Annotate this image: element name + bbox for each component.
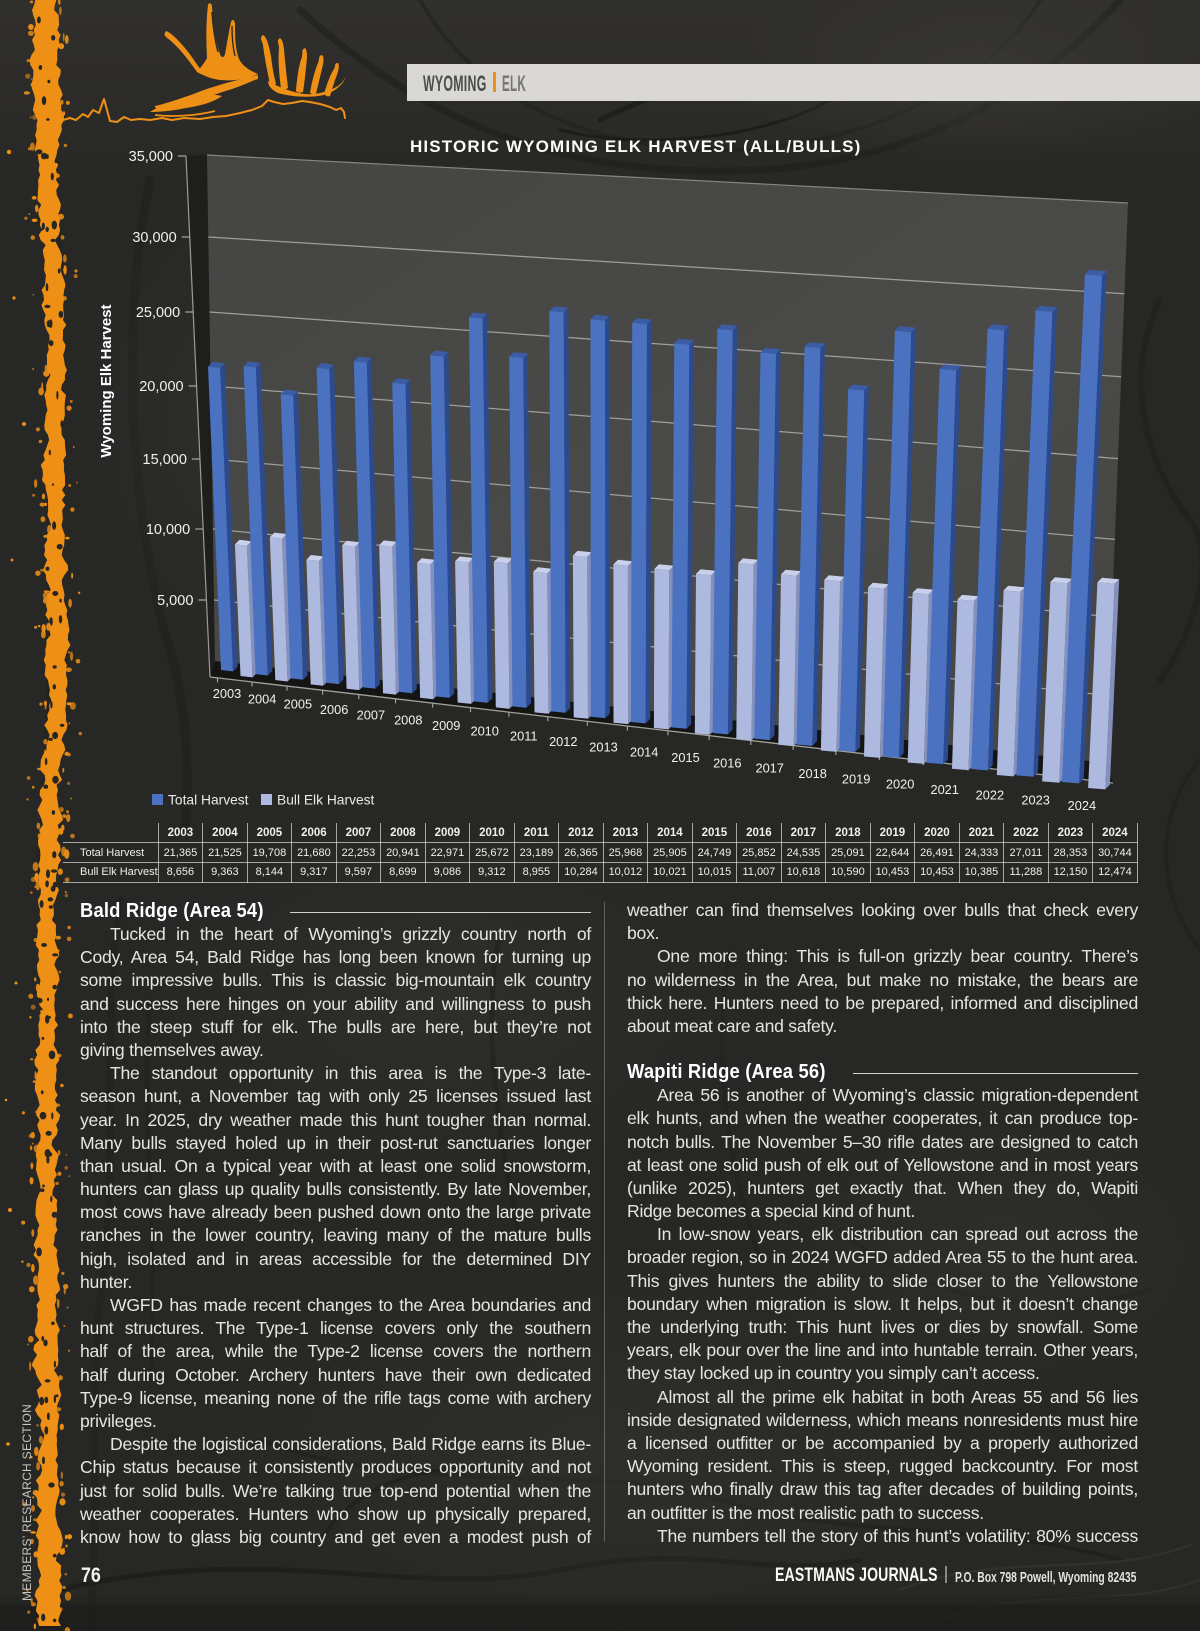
svg-text:2004: 2004 <box>248 691 276 706</box>
svg-text:Bull Elk Harvest: Bull Elk Harvest <box>277 793 375 808</box>
svg-text:35,000: 35,000 <box>129 149 173 165</box>
svg-text:2016: 2016 <box>713 755 741 770</box>
svg-text:10,000: 10,000 <box>146 522 190 538</box>
svg-text:2023: 2023 <box>1021 793 1049 808</box>
svg-text:2009: 2009 <box>432 718 460 733</box>
svg-text:2018: 2018 <box>798 766 826 781</box>
svg-text:2020: 2020 <box>886 777 914 792</box>
svg-text:20,000: 20,000 <box>139 379 183 395</box>
svg-text:5,000: 5,000 <box>157 593 193 609</box>
svg-text:2019: 2019 <box>842 771 870 786</box>
svg-text:30,000: 30,000 <box>132 230 176 246</box>
svg-text:2003: 2003 <box>213 686 241 701</box>
svg-text:2007: 2007 <box>357 707 385 722</box>
svg-text:2014: 2014 <box>630 745 658 760</box>
svg-text:Wyoming Elk Harvest: Wyoming Elk Harvest <box>98 304 115 457</box>
svg-text:25,000: 25,000 <box>136 305 180 321</box>
svg-text:2017: 2017 <box>755 761 783 776</box>
svg-text:2012: 2012 <box>549 734 577 749</box>
svg-text:2010: 2010 <box>470 723 498 738</box>
svg-text:2021: 2021 <box>930 782 958 797</box>
svg-text:2015: 2015 <box>671 750 699 765</box>
svg-text:15,000: 15,000 <box>143 452 187 468</box>
svg-text:2011: 2011 <box>510 729 538 744</box>
svg-text:2022: 2022 <box>976 787 1004 802</box>
svg-text:2005: 2005 <box>284 697 312 712</box>
svg-text:2024: 2024 <box>1068 798 1096 813</box>
svg-text:2013: 2013 <box>589 739 617 754</box>
svg-text:Total Harvest: Total Harvest <box>168 793 249 808</box>
svg-text:2008: 2008 <box>394 713 422 728</box>
svg-text:2006: 2006 <box>320 702 348 717</box>
